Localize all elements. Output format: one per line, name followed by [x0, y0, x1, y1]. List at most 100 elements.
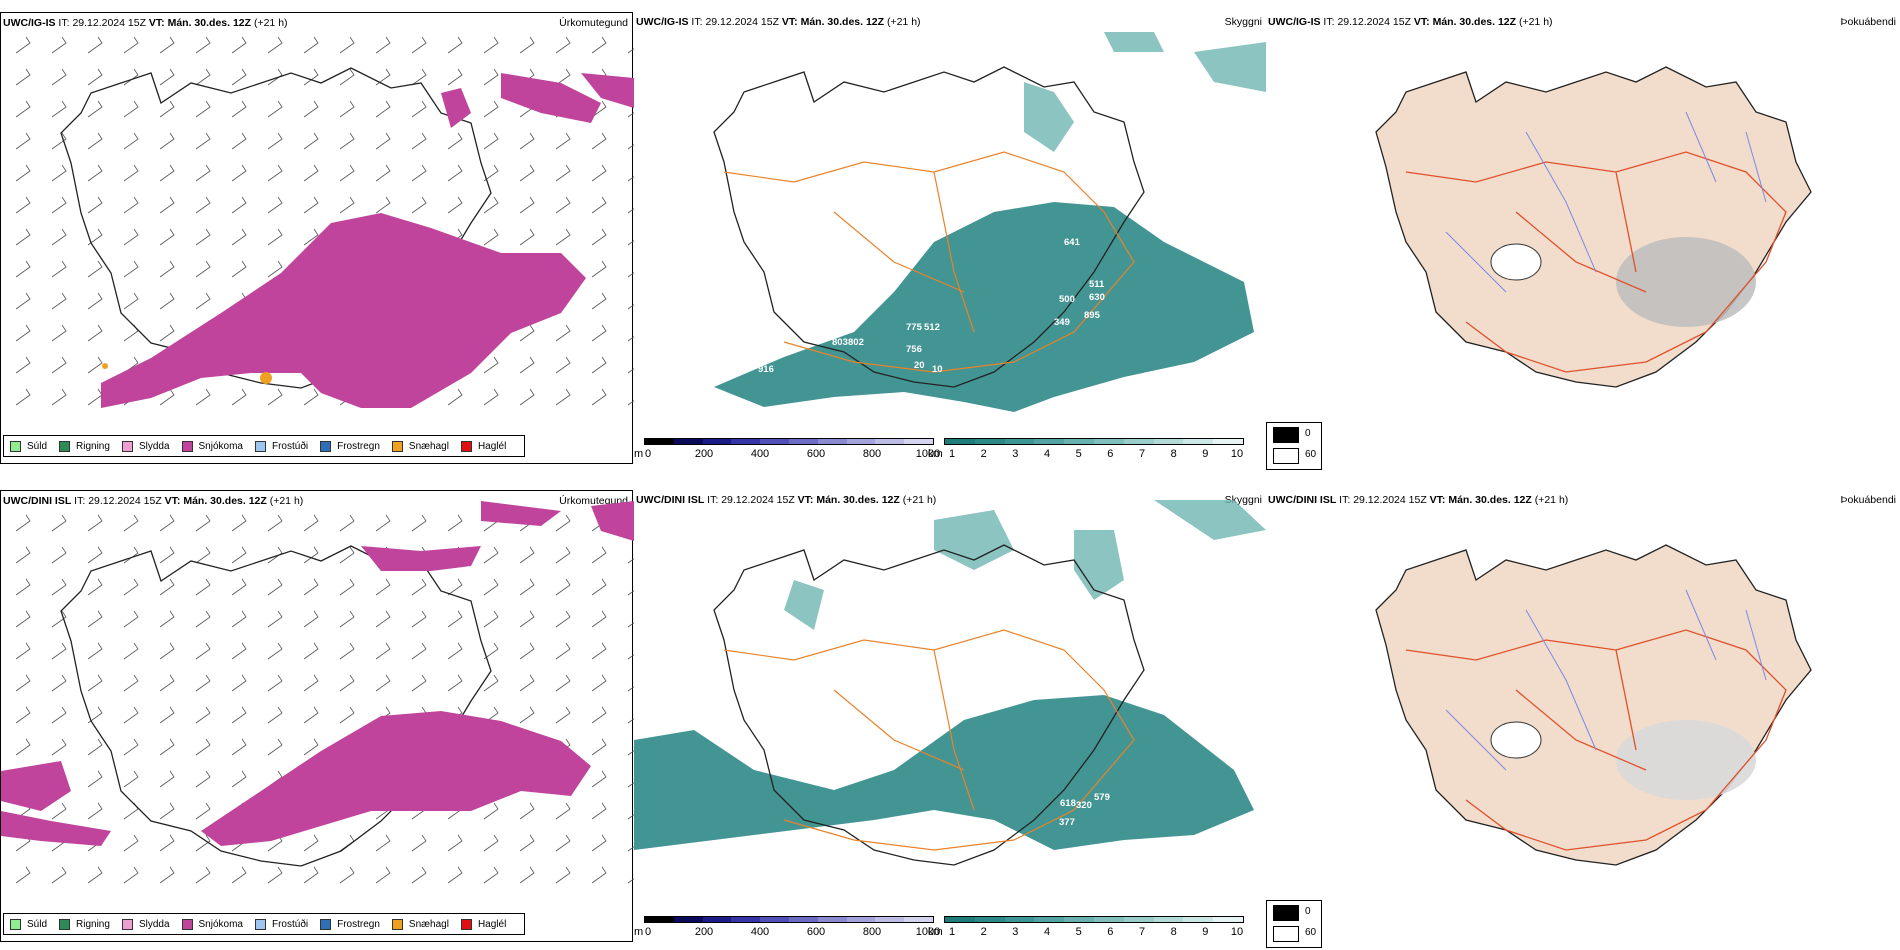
cloud-base-label: 500: [1059, 294, 1075, 305]
colorbar-tick: 1: [948, 926, 956, 938]
snow-area: [201, 711, 591, 846]
wind-barbs: [15, 514, 634, 884]
glacier-fog: [1616, 720, 1756, 800]
colorbar-tick: 4: [1043, 926, 1051, 938]
colorbar-tick: 200: [694, 926, 714, 938]
legend-item: Súld: [10, 440, 47, 452]
legend-item: Rigning: [59, 918, 110, 930]
rivers: [1445, 589, 1767, 771]
colorbar-tick: 1000: [915, 926, 941, 938]
iceland-land: [1375, 544, 1812, 866]
precip-map: [15, 36, 634, 408]
cloud-base-label: 803: [832, 337, 848, 348]
legend-swatch: [121, 918, 133, 930]
colorbar-tick: 9: [1202, 926, 1209, 938]
legend-swatch: [181, 440, 193, 452]
road-network: [723, 151, 1135, 373]
cloud-base-label: 775: [906, 322, 922, 333]
colorbar-tick: 600: [806, 448, 826, 460]
legend-item: Súld: [10, 918, 47, 930]
precip-map: [1, 501, 634, 884]
snow-area: [101, 213, 586, 408]
legend-swatch: [460, 440, 472, 452]
cloud-base-label: 377: [1059, 817, 1075, 828]
model-name: UWC/DINI ISL: [3, 495, 72, 507]
panel-header: UWC/DINI ISL IT: 29.12.2024 15Z VT: Mán.…: [3, 495, 304, 507]
snow-area-north: [361, 501, 634, 571]
panel-header: UWC/IG-IS IT: 29.12.2024 15Z VT: Mán. 30…: [3, 17, 288, 29]
legend-item: Frostúði: [254, 918, 308, 930]
legend-item: Frostregn: [320, 440, 380, 452]
legend-item: Snæhagl: [391, 440, 449, 452]
fog-map: [1375, 544, 1812, 866]
colorbar-tick: 8: [1170, 448, 1177, 460]
cloud-base-label: 925: [969, 207, 985, 218]
cloud-base-label: 10: [932, 364, 943, 375]
precip-panel-row2: UWC/DINI ISL IT: 29.12.2024 15Z VT: Mán.…: [0, 490, 634, 942]
panel-header: UWC/DINI ISL IT: 29.12.2024 15Z VT: Mán.…: [1268, 494, 1569, 506]
colorbar-tick: 0: [644, 448, 652, 460]
panel-title: Úrkomutegund: [559, 17, 628, 29]
cloud-base-label: 320: [1076, 800, 1092, 811]
legend-swatch: [320, 918, 332, 930]
precip-panel-row1: UWC/IG-IS IT: 29.12.2024 15Z VT: Mán. 30…: [0, 12, 634, 464]
colorbar-tick: 2: [980, 448, 987, 460]
visibility-panel-row1: UWC/IG-IS IT: 29.12.2024 15Z VT: Mán. 30…: [634, 12, 1266, 464]
visibility-map: [713, 32, 1266, 412]
colorbar-tick: 600: [806, 926, 826, 938]
legend-item: Slydda: [121, 918, 170, 930]
legend-item: Frostregn: [320, 918, 380, 930]
cloud-base-label: 630: [1089, 292, 1105, 303]
legend-swatch: [59, 918, 71, 930]
legend-swatch: [254, 918, 266, 930]
legend-swatch: [391, 440, 403, 452]
snow-area-north: [441, 73, 634, 128]
snow-area-west: [1, 761, 111, 846]
visibility-area: [714, 202, 1254, 412]
fog-map: [1375, 66, 1812, 388]
legend-swatch: [391, 918, 403, 930]
colorbar-tick: 1: [948, 448, 956, 460]
legend-item: Rigning: [59, 440, 110, 452]
colorbar-tick: 10: [1230, 926, 1244, 938]
colorbar-tick: 400: [750, 448, 770, 460]
colorbar-tick: 8: [1170, 926, 1177, 938]
model-name: UWC/IG-IS: [3, 17, 56, 29]
cloud-base-label: 756: [906, 344, 922, 355]
cloud-base-label: 579: [1094, 792, 1110, 803]
cloud-base-label: 349: [1054, 317, 1070, 328]
rivers: [1445, 111, 1767, 293]
legend-swatch: [460, 918, 472, 930]
road-network: [723, 629, 1135, 851]
cloud-base-label: 802: [848, 337, 864, 348]
legend-swatch: [121, 440, 133, 452]
colorbar-tick: 1000: [915, 448, 941, 460]
visibility-map: [634, 500, 1266, 866]
glacier-fog: [1616, 237, 1756, 327]
colorbar-tick: 5: [1075, 448, 1082, 460]
cloud-base-label: 840: [714, 862, 730, 873]
colorbar-tick: 0: [644, 926, 652, 938]
colorbar-tick: 7: [1138, 448, 1146, 460]
colorbar-tick: 3: [1012, 926, 1019, 938]
cloud-base-colorbar: m 0 200 400 600 800 1000: [634, 438, 940, 464]
legend-swatch: [59, 440, 71, 452]
visibility-colorbar: km 1 2 3 4 5 6 7 8 9 10: [928, 438, 1244, 464]
colorbar-tick: 400: [750, 926, 770, 938]
colorbar-tick: 800: [862, 448, 882, 460]
fog-legend: 0 60: [1266, 900, 1322, 948]
colorbar-tick: 2: [980, 926, 987, 938]
legend-item: Snjókoma: [181, 918, 243, 930]
panel-header: UWC/DINI ISL IT: 29.12.2024 15Z VT: Mán.…: [636, 494, 937, 506]
visibility-colorbar: km 1 2 3 4 5 6 7 8 9 10: [928, 916, 1244, 942]
legend-swatch: [10, 440, 21, 452]
panel-header: UWC/IG-IS IT: 29.12.2024 15Z VT: Mán. 30…: [636, 16, 921, 28]
iceland-outline: [60, 545, 492, 867]
visibility-panel-row2: UWC/DINI ISL IT: 29.12.2024 15Z VT: Mán.…: [634, 490, 1266, 942]
legend-item: Frostúði: [254, 440, 308, 452]
legend-item: Snjókoma: [181, 440, 243, 452]
iceland-outline: [713, 544, 1145, 866]
cloud-base-label: 512: [924, 322, 940, 333]
colorbar-tick: 5: [1075, 926, 1082, 938]
legend-swatch: [10, 918, 21, 930]
